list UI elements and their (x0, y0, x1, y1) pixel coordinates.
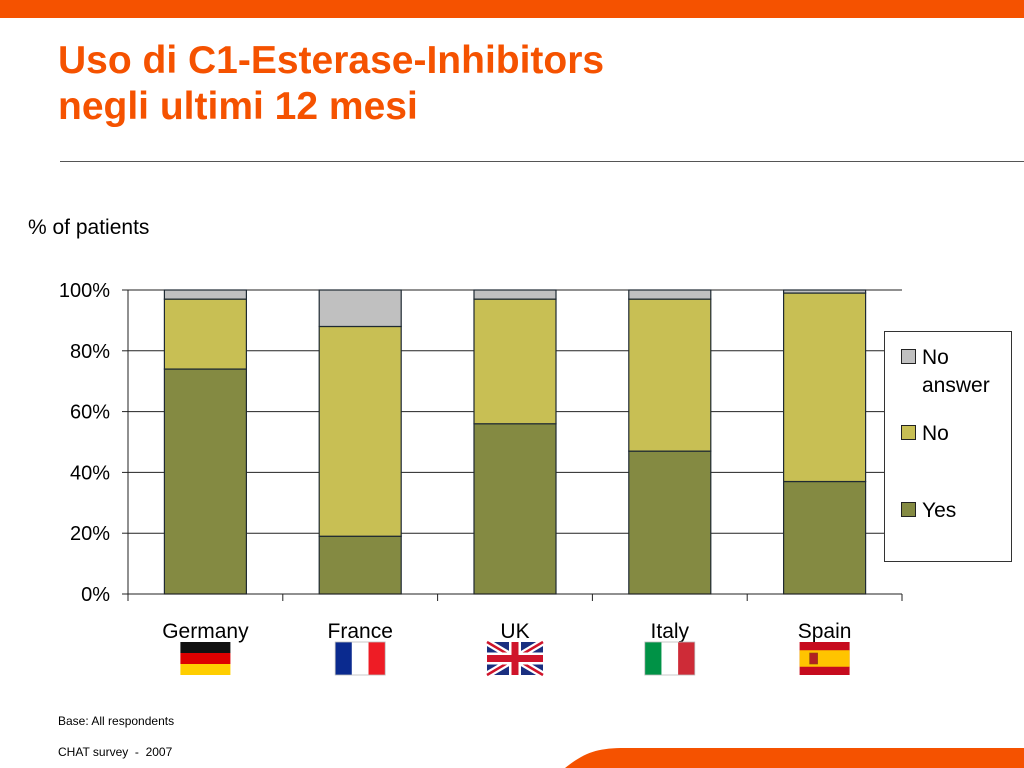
bar-italy-no (628, 298, 712, 452)
spain-flag (799, 642, 850, 675)
bar-germany-yes (163, 368, 247, 595)
bar-france-no-answer (318, 289, 402, 328)
germany-flag (180, 642, 231, 675)
bar-france-no (318, 325, 402, 537)
y-tick-label: 0% (81, 584, 110, 606)
x-tick-label: UK (500, 620, 529, 643)
bar-germany-no-answer (163, 289, 247, 300)
legend-swatch-yes (901, 502, 916, 517)
bar-germany-no (163, 298, 247, 370)
legend-item-no: No (901, 420, 1012, 448)
legend-label-no-answer: No answer (922, 346, 990, 397)
bar-spain-no-answer (782, 289, 867, 294)
legend-label-yes: Yes (922, 499, 957, 522)
y-tick-label: 40% (70, 462, 110, 484)
stacked-bar-chart: 0% 20% 40% 60% 80% 100% Germany France UK Italy Sp… (59, 280, 903, 679)
legend: No answer No Yes (884, 331, 1012, 562)
y-tick-label: 80% (70, 341, 110, 363)
bar-spain-no (782, 292, 867, 483)
legend-item-yes: Yes (901, 497, 1012, 525)
legend-swatch-no-answer (901, 349, 916, 364)
bar-uk-no (473, 298, 557, 425)
y-tick-label: 100% (59, 280, 110, 302)
title-divider (60, 161, 1024, 162)
source-note: CHAT survey - 2007 (58, 745, 173, 759)
top-accent-bar (0, 0, 1024, 18)
y-tick-label: 60% (70, 402, 110, 424)
y-tick-label: 20% (70, 523, 110, 545)
bar-spain-yes (782, 480, 867, 595)
bar-italy-yes (628, 450, 712, 595)
y-axis-label: % of patients (28, 216, 150, 239)
legend-item-no-answer: No answer (901, 344, 1012, 400)
legend-swatch-no (901, 425, 916, 440)
legend-label-no: No (922, 422, 949, 445)
bar-france-yes (318, 535, 402, 595)
x-tick-label: Germany (162, 620, 249, 643)
bar-uk-yes (473, 423, 557, 595)
x-tick-label: France (328, 620, 393, 643)
x-tick-label: Italy (651, 620, 690, 643)
slide-title: Uso di C1-Esterase-Inhibitors negli ulti… (58, 38, 604, 130)
x-tick-label: Spain (798, 620, 852, 643)
base-note: Base: All respondents (58, 714, 175, 728)
title-line-1: Uso di C1-Esterase-Inhibitors (58, 39, 605, 82)
uk-flag (485, 638, 545, 679)
france-flag (334, 641, 386, 676)
title-line-2: negli ultimi 12 mesi (58, 85, 418, 128)
bar-uk-no-answer (473, 289, 557, 300)
italy-flag (644, 641, 696, 676)
bar-italy-no-answer (628, 289, 712, 300)
